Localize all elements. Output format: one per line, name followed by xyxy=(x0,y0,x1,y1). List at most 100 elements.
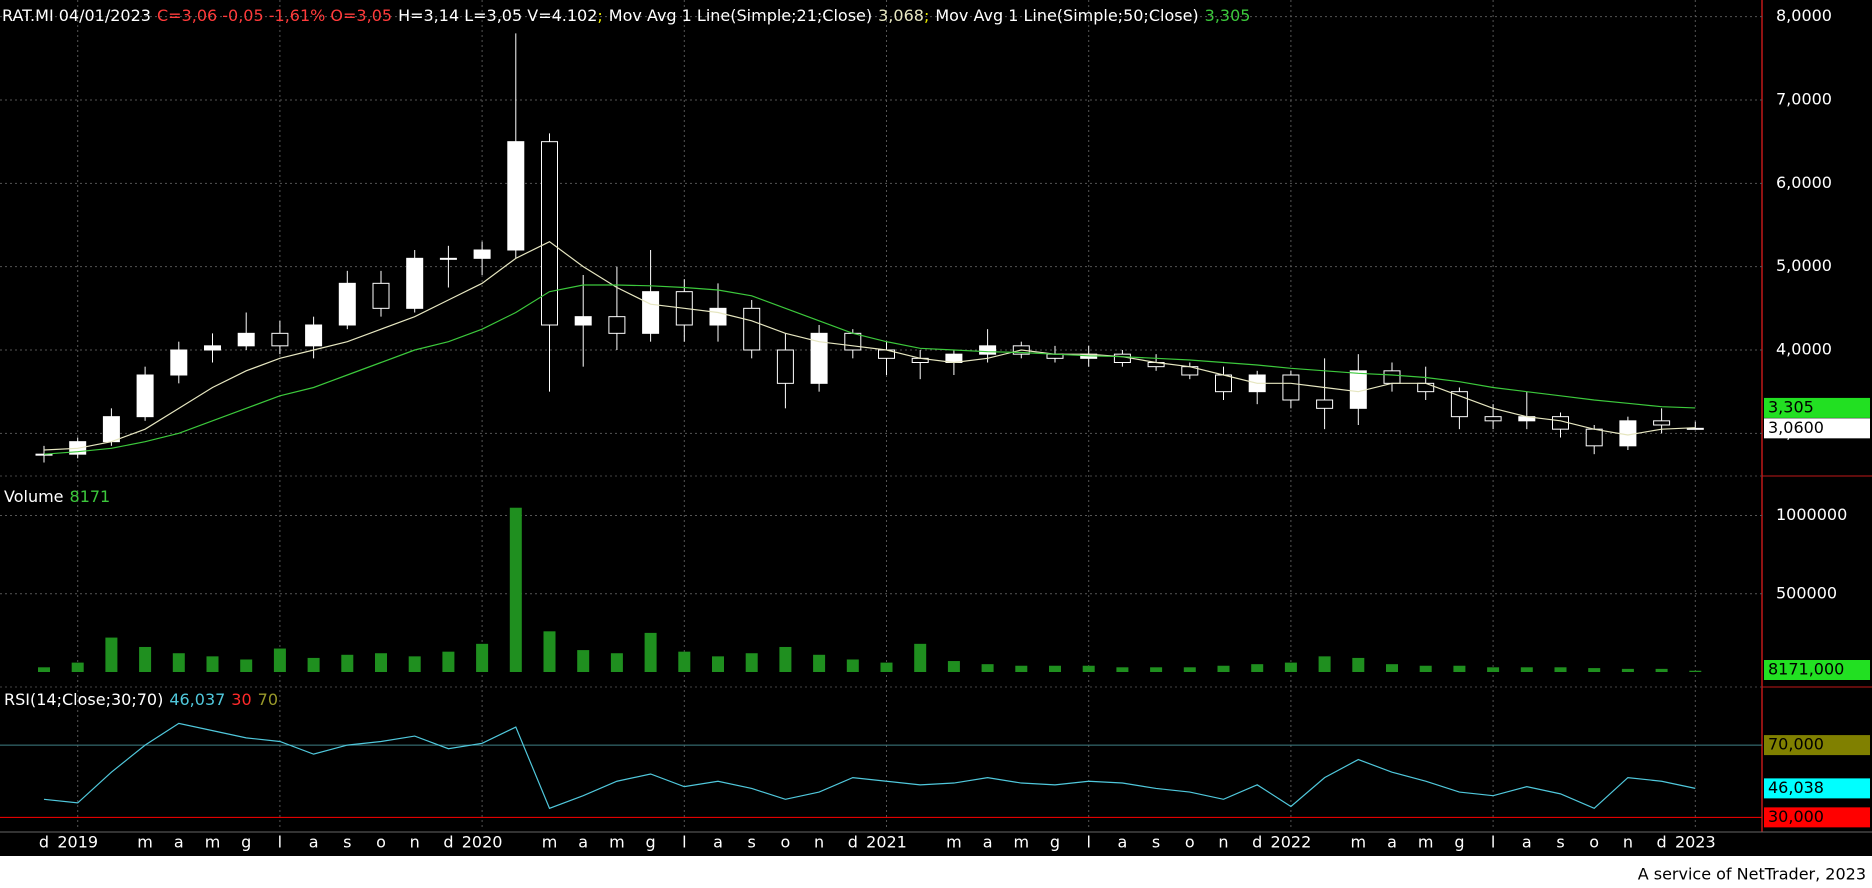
x-tick-label: o xyxy=(1589,833,1599,852)
header: RAT.MI 04/01/2023 C=3,06 -0,05 -1,61% O=3… xyxy=(2,6,1250,25)
price-tag-label: 46,038 xyxy=(1768,778,1824,797)
x-tick-label: a xyxy=(983,833,993,852)
candle-body xyxy=(338,282,356,326)
x-tick-label: n xyxy=(814,833,824,852)
panel-title-text: Volume xyxy=(4,487,64,506)
volume-bar xyxy=(307,657,320,672)
price-tag-label: 8171,000 xyxy=(1768,660,1844,679)
y-tick-label: 4,0000 xyxy=(1776,340,1832,359)
candle-body xyxy=(204,345,221,351)
volume-bar xyxy=(712,656,724,672)
candle-body xyxy=(1316,399,1334,409)
price-tag-label: 30,000 xyxy=(1768,807,1824,826)
candle-body xyxy=(1215,374,1232,393)
panel-title-text: RSI(14;Close;30;70) xyxy=(4,690,163,709)
x-tick-label: d xyxy=(848,833,858,852)
volume-bar xyxy=(880,662,893,672)
candle-body xyxy=(844,332,862,351)
x-tick-label: l xyxy=(278,833,282,852)
x-tick-label: a xyxy=(1117,833,1127,852)
x-tick-label: a xyxy=(174,833,184,852)
x-tick-label: d xyxy=(1657,833,1667,852)
volume-bar xyxy=(981,664,994,672)
x-tick-label: 2021 xyxy=(866,833,907,852)
footer-bar xyxy=(0,856,1872,888)
candle-body xyxy=(372,282,390,309)
x-tick-label: g xyxy=(1050,833,1060,852)
footer: A service of NetTrader, 2023 xyxy=(1638,865,1866,884)
candle-body xyxy=(473,249,491,259)
volume-bar xyxy=(846,659,859,672)
volume-bar xyxy=(206,656,219,672)
x-tick-label: l xyxy=(1086,833,1090,852)
header-part: H=3,14 L=3,05 V=4.102 xyxy=(398,6,597,25)
candle-body xyxy=(170,349,188,376)
price-tag xyxy=(1764,397,1870,418)
header-part: RAT.MI 04/01/2023 xyxy=(2,6,151,25)
x-tick-label: 2019 xyxy=(57,833,98,852)
level-value: 30 xyxy=(231,690,251,709)
x-tick-label: s xyxy=(748,833,756,852)
x-tick-label: n xyxy=(410,833,420,852)
candle-body xyxy=(406,257,424,309)
y-tick-label: 8,0000 xyxy=(1776,6,1832,25)
x-tick-label: m xyxy=(205,833,221,852)
candle-body xyxy=(709,307,727,326)
price-tag-label: 3,305 xyxy=(1768,397,1814,416)
candle-body xyxy=(541,141,558,326)
rsi-line xyxy=(43,722,1696,810)
volume-bar xyxy=(1217,665,1230,672)
candle-body xyxy=(1484,416,1502,422)
level-value: 70 xyxy=(258,690,278,709)
candle-body xyxy=(102,416,120,443)
separator: ; xyxy=(597,6,602,25)
x-tick-label: l xyxy=(1491,833,1495,852)
candle-body xyxy=(608,316,626,334)
x-tick-label: g xyxy=(241,833,251,852)
volume-bar xyxy=(1015,665,1028,672)
separator: ; xyxy=(924,6,929,25)
candle-body xyxy=(1653,420,1671,426)
legend-name: Mov Avg 1 Line(Simple;50;Close) xyxy=(935,6,1198,25)
candle-body xyxy=(507,141,525,251)
candle-body xyxy=(1619,420,1637,447)
volume-bar xyxy=(1150,667,1163,672)
x-tick-label: a xyxy=(1522,833,1532,852)
candle-body xyxy=(574,316,592,326)
volume-bar xyxy=(341,654,354,672)
x-tick-label: m xyxy=(1014,833,1030,852)
candle-body xyxy=(1349,370,1367,409)
volume-bar xyxy=(1284,662,1297,672)
volume-bar xyxy=(543,631,556,672)
candle-body xyxy=(1383,370,1401,384)
volume-bar xyxy=(1251,664,1264,672)
candle-body xyxy=(1282,374,1300,401)
panel-title: Volume 8171 xyxy=(4,487,110,506)
x-tick-label: a xyxy=(309,833,319,852)
legend-value: 3,305 xyxy=(1205,6,1251,25)
legend-name: Mov Avg 1 Line(Simple;21;Close) xyxy=(609,6,872,25)
volume-bar xyxy=(442,651,455,672)
volume-bar xyxy=(71,662,84,672)
volume-bar xyxy=(240,659,253,672)
x-tick-label: 2023 xyxy=(1675,833,1716,852)
volume-bar xyxy=(577,650,590,672)
x-tick-label: o xyxy=(1185,833,1195,852)
volume-bar xyxy=(38,667,50,672)
price-tag-label: 70,000 xyxy=(1768,735,1824,754)
moving-average-line xyxy=(43,240,1696,451)
candle-body xyxy=(1113,353,1131,363)
volume-bar xyxy=(1554,667,1567,672)
volume-bar xyxy=(1116,667,1129,672)
candle-body xyxy=(776,349,794,384)
x-tick-label: m xyxy=(609,833,625,852)
x-tick-label: g xyxy=(646,833,656,852)
volume-bar xyxy=(745,653,758,672)
x-tick-label: m xyxy=(137,833,153,852)
x-tick-label: a xyxy=(1387,833,1397,852)
x-tick-label: m xyxy=(946,833,962,852)
volume-bar xyxy=(813,654,826,672)
volume-bar xyxy=(105,637,118,672)
x-tick-label: s xyxy=(1556,833,1564,852)
